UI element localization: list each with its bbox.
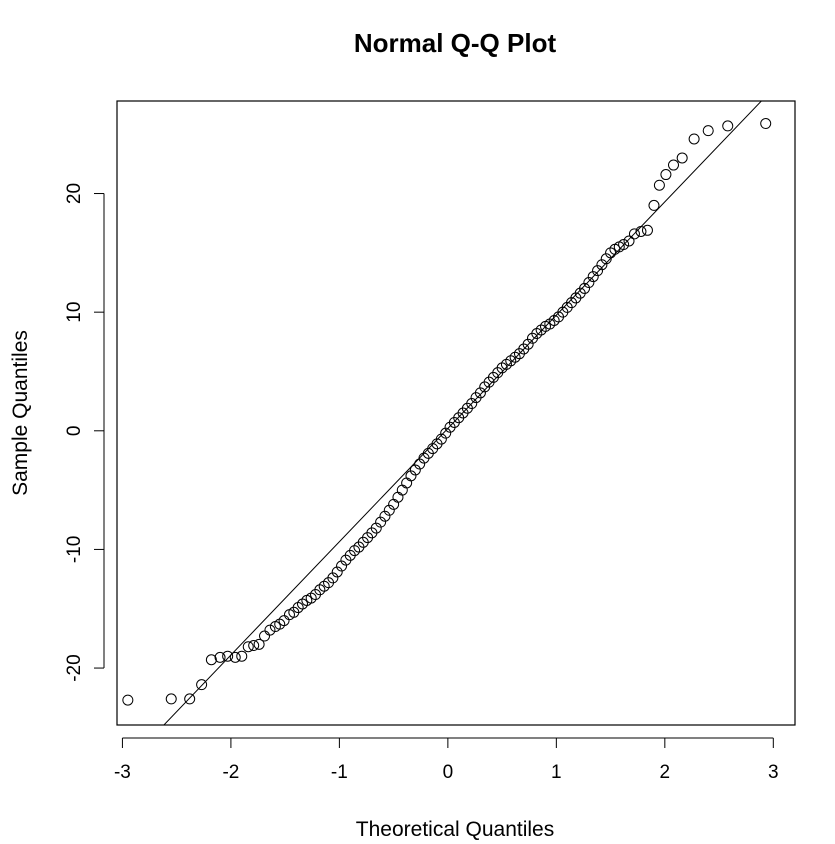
data-point	[641, 224, 653, 236]
x-axis-label: Theoretical Quantiles	[356, 818, 554, 841]
data-point	[688, 133, 700, 145]
y-tick-label: 10	[64, 302, 85, 323]
data-point	[648, 199, 660, 211]
x-tick-label: 3	[768, 762, 779, 783]
data-point	[122, 694, 134, 706]
data-point	[259, 630, 271, 642]
data-point	[722, 120, 734, 132]
data-point	[435, 433, 447, 445]
data-point	[618, 239, 630, 251]
data-point	[653, 179, 665, 191]
data-point	[278, 615, 290, 627]
data-point	[331, 566, 343, 578]
data-point	[396, 484, 408, 496]
y-tick-label: -20	[64, 654, 85, 681]
x-tick-label: 0	[443, 762, 454, 783]
data-point	[248, 640, 260, 652]
x-tick-label: 1	[551, 762, 562, 783]
data-point	[535, 324, 547, 336]
data-point	[383, 504, 395, 516]
y-tick-label: 0	[64, 426, 85, 437]
plot-frame	[116, 100, 796, 726]
data-point	[505, 355, 517, 367]
data-point	[414, 458, 426, 470]
data-point	[242, 641, 254, 653]
data-point	[583, 277, 595, 289]
data-point	[264, 624, 276, 636]
data-point	[318, 580, 330, 592]
data-point	[409, 464, 421, 476]
data-point	[628, 228, 640, 240]
data-point	[600, 253, 612, 265]
x-tick-label: -1	[331, 762, 348, 783]
data-point	[222, 650, 234, 662]
data-point	[702, 125, 714, 137]
data-point	[214, 651, 226, 663]
y-axis-label: Sample Quantiles	[9, 330, 32, 496]
data-point	[466, 398, 478, 410]
data-point	[375, 516, 387, 528]
data-point	[229, 651, 241, 663]
data-point	[474, 387, 486, 399]
qq-reference-line	[163, 101, 763, 725]
data-point	[579, 282, 591, 294]
data-point	[401, 477, 413, 489]
data-point	[668, 159, 680, 171]
data-point	[165, 693, 177, 705]
data-point	[676, 152, 688, 164]
data-point	[253, 638, 265, 650]
data-point	[196, 679, 208, 691]
data-point	[635, 225, 647, 237]
x-tick-label: -2	[222, 762, 239, 783]
data-point	[522, 338, 534, 350]
data-point	[592, 265, 604, 277]
y-tick-label: 20	[64, 183, 85, 204]
data-point	[327, 572, 339, 584]
data-point	[370, 522, 382, 534]
data-point	[297, 598, 309, 610]
data-point	[660, 169, 672, 181]
data-point	[440, 427, 452, 439]
data-point	[205, 654, 217, 666]
data-point	[596, 259, 608, 271]
data-point	[184, 693, 196, 705]
x-tick-label: 2	[660, 762, 671, 783]
data-point	[236, 650, 248, 662]
y-tick-label: -10	[64, 536, 85, 563]
x-tick-label: -3	[114, 762, 131, 783]
data-point	[509, 351, 521, 363]
data-point	[379, 510, 391, 522]
data-point	[587, 271, 599, 283]
data-point	[623, 235, 635, 247]
data-point	[405, 470, 417, 482]
data-point	[392, 491, 404, 503]
data-point	[760, 118, 772, 130]
chart-title: Normal Q-Q Plot	[354, 28, 557, 58]
data-point	[336, 560, 348, 572]
